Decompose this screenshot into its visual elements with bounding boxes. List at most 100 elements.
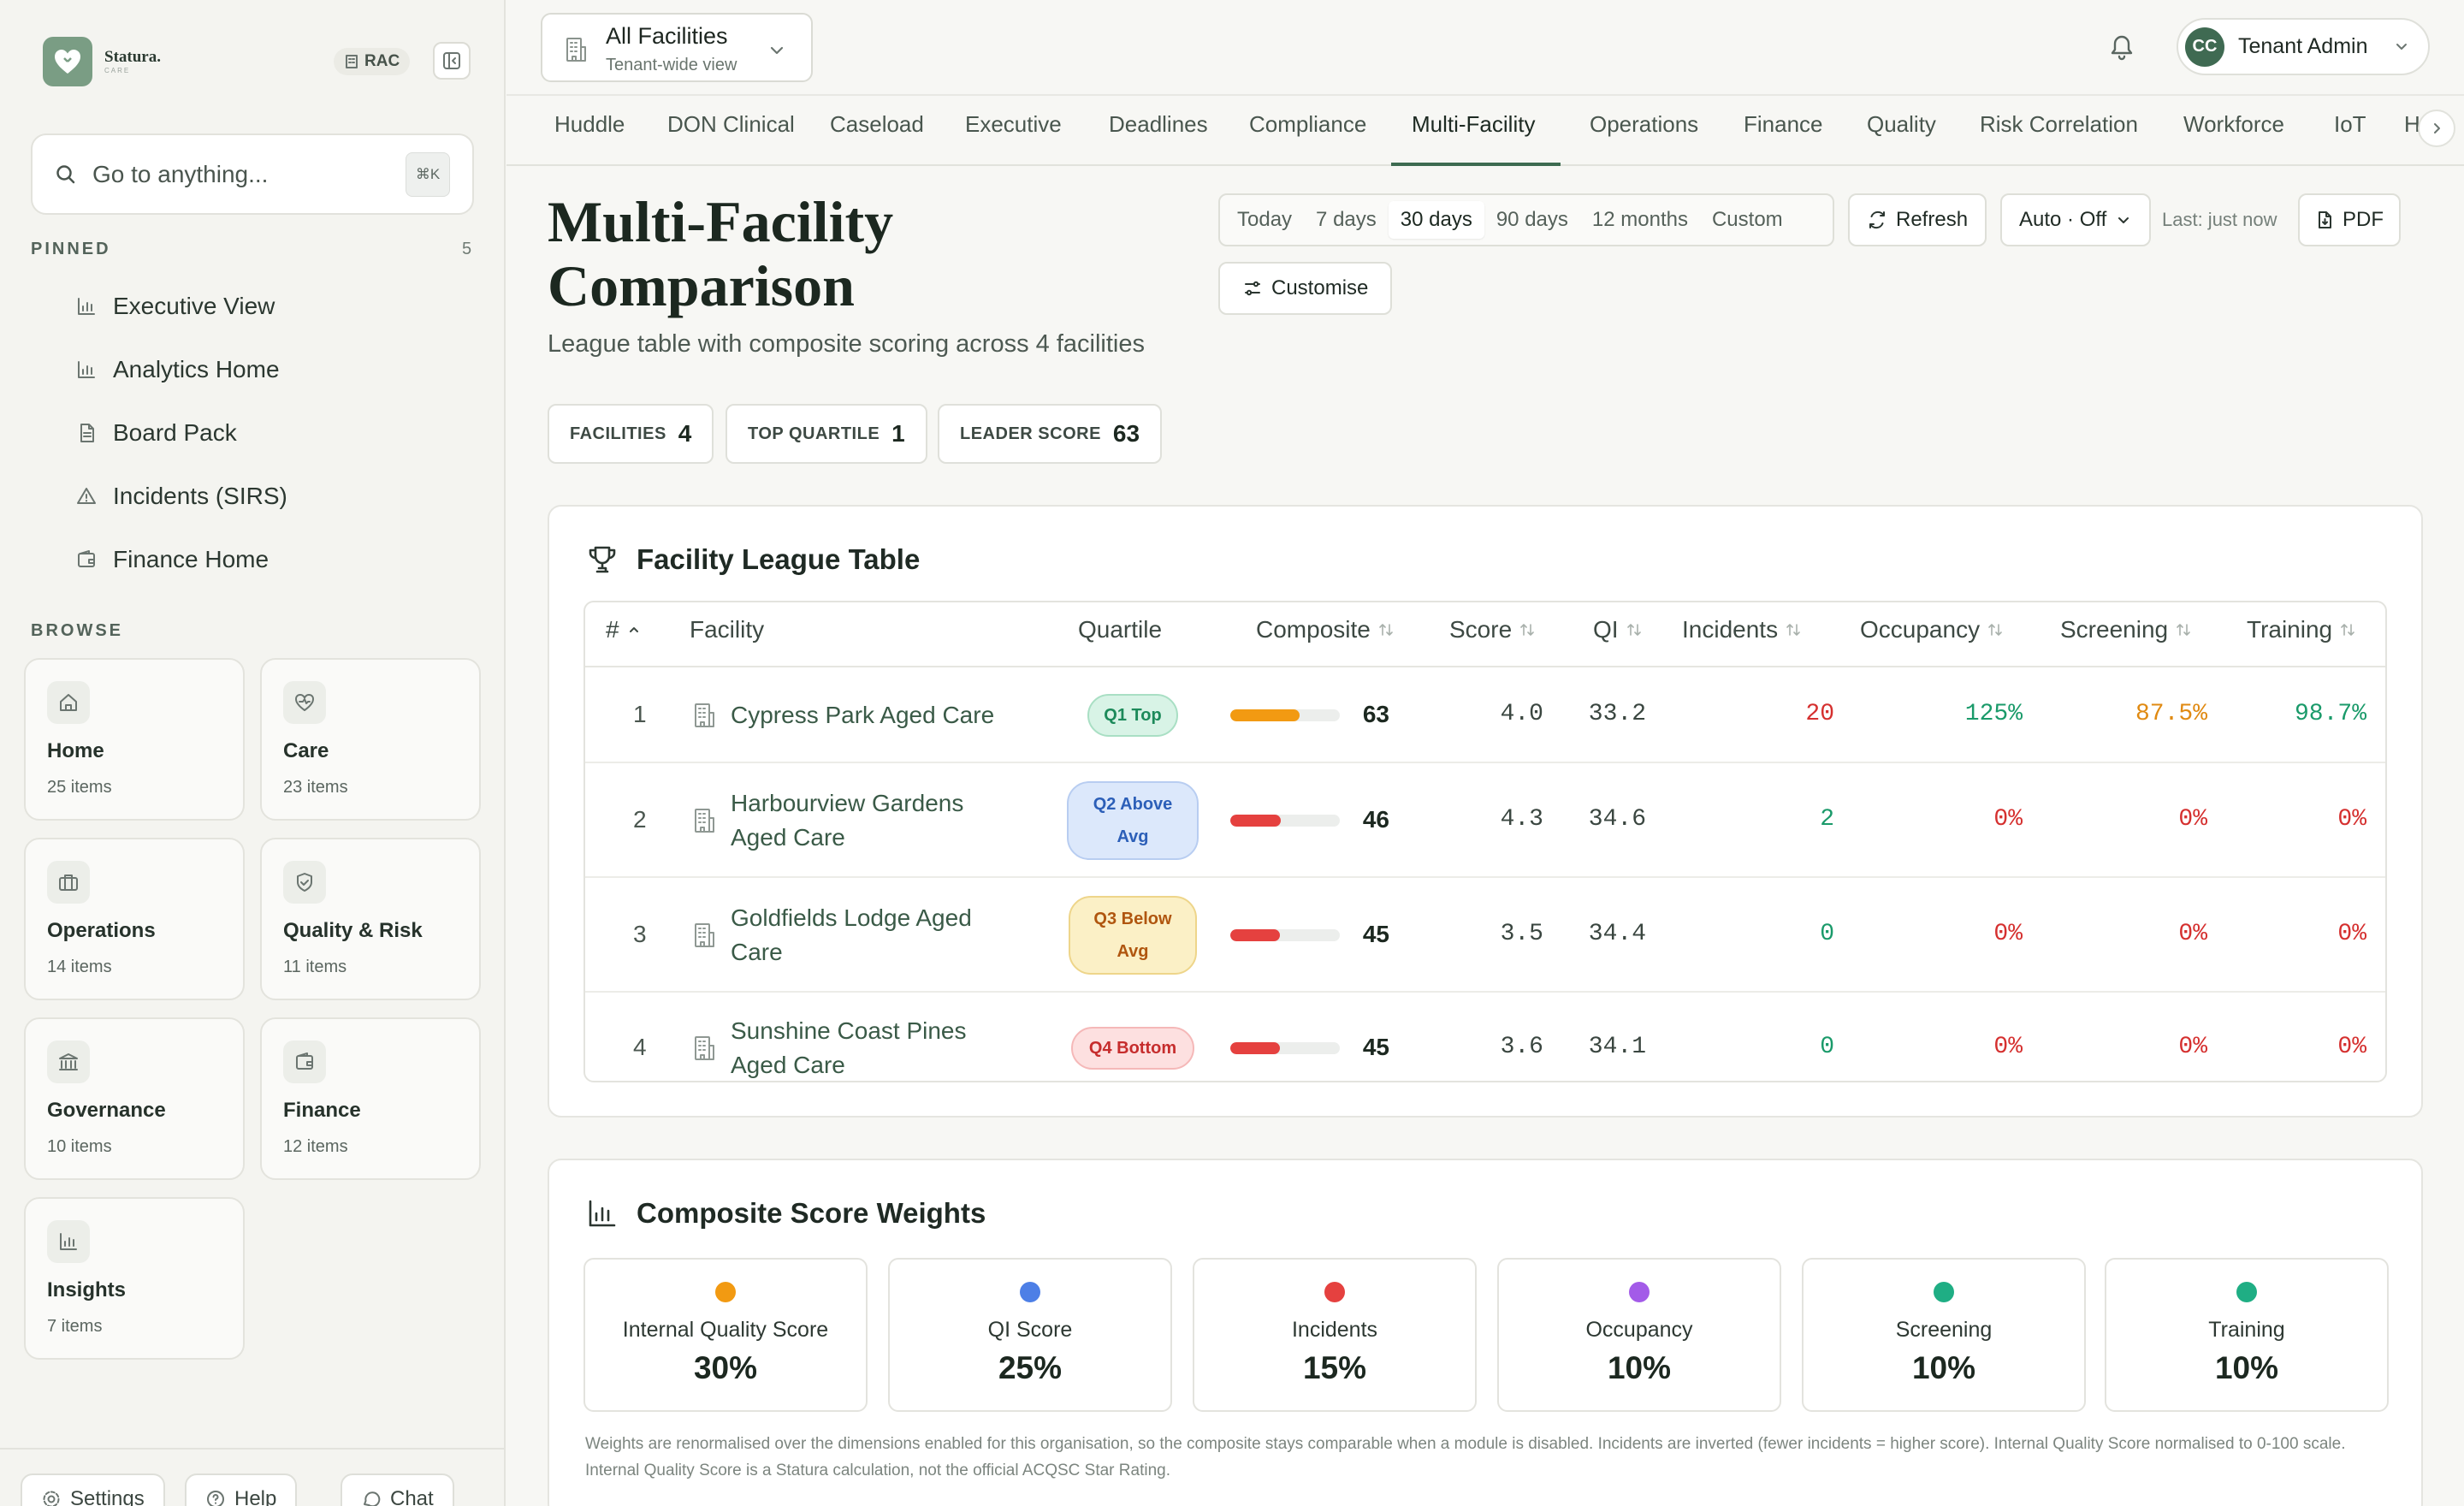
table-row[interactable]: 1 Cypress Park Aged Care Q1 Top 63 4.0 3… (585, 667, 2385, 763)
tab-deadlines[interactable]: Deadlines (1109, 111, 1208, 137)
row-facility-name[interactable]: Harbourview Gardens Aged Care (731, 790, 964, 851)
browse-tile-home[interactable]: Home 25 items (24, 658, 245, 821)
table-row[interactable]: 2 Harbourview Gardens Aged Care Q2 Above… (585, 763, 2385, 878)
tab-compliance[interactable]: Compliance (1249, 111, 1367, 137)
row-score: 3.6 (1500, 1034, 1543, 1060)
search-input[interactable]: Go to anything... ⌘K (31, 133, 474, 215)
tile-title: Insights (47, 1278, 127, 1301)
browse-tile-quality-risk[interactable]: Quality & Risk 11 items (260, 838, 481, 1000)
tab-quality[interactable]: Quality (1867, 111, 1936, 137)
tab-operations[interactable]: Operations (1590, 111, 1699, 137)
browse-tile-insights[interactable]: Insights 7 items (24, 1197, 245, 1360)
col-training[interactable]: Training (2247, 616, 2356, 643)
tab-iot[interactable]: IoT (2334, 111, 2366, 137)
stat-leader-score: LEADER SCORE 63 (938, 404, 1163, 464)
trophy-icon (589, 546, 616, 573)
pinned-item-executive-view[interactable]: Executive View (75, 289, 275, 323)
customise-button[interactable]: Customise (1218, 262, 1393, 315)
table-row[interactable]: 4 Sunshine Coast Pines Aged Care Q4 Bott… (585, 993, 2385, 1081)
tile-icon-wrap (47, 681, 90, 724)
tab-finance[interactable]: Finance (1744, 111, 1823, 137)
warning-icon (77, 488, 96, 504)
tile-count: 10 items (47, 1137, 112, 1156)
tab-caseload[interactable]: Caseload (830, 111, 924, 137)
range-today[interactable]: Today (1237, 208, 1293, 231)
range-7-days[interactable]: 7 days (1316, 208, 1377, 231)
pinned-item-label: Incidents (SIRS) (113, 483, 287, 509)
settings-button[interactable]: Settings (21, 1473, 165, 1506)
home-icon (60, 694, 77, 711)
col-screening[interactable]: Screening (2060, 616, 2192, 643)
weight-color-dot (1324, 1282, 1345, 1302)
tile-icon-wrap (283, 861, 326, 904)
row-facility-name[interactable]: Cypress Park Aged Care (731, 702, 995, 728)
avatar: CC (2185, 27, 2224, 67)
row-facility-name[interactable]: Sunshine Coast Pines Aged Care (731, 1017, 967, 1078)
help-button[interactable]: Help (185, 1473, 298, 1506)
pinned-item-board-pack[interactable]: Board Pack (75, 416, 237, 450)
browse-label: BROWSE (31, 621, 123, 640)
auto-refresh-dropdown[interactable]: Auto · Off (2000, 193, 2152, 246)
heart-pulse-icon (295, 694, 314, 711)
row-screening: 87.5% (2135, 701, 2207, 727)
main-content: All Facilities Tenant-wide view CC Tenan… (506, 0, 2464, 1506)
chat-label: Chat (390, 1487, 434, 1506)
row-incidents: 0 (1820, 921, 1834, 947)
range-custom[interactable]: Custom (1711, 208, 1783, 231)
col-qi[interactable]: QI (1593, 616, 1643, 643)
pinned-item-incidents[interactable]: Incidents (SIRS) (75, 479, 287, 513)
notifications-button[interactable] (2103, 27, 2141, 65)
browse-tile-operations[interactable]: Operations 14 items (24, 838, 245, 1000)
tab-executive[interactable]: Executive (965, 111, 1062, 137)
collapse-sidebar-button[interactable] (433, 42, 471, 80)
tab-overflow[interactable]: H (2404, 111, 2420, 137)
browse-tile-care[interactable]: Care 23 items (260, 658, 481, 821)
browse-tile-governance[interactable]: Governance 10 items (24, 1017, 245, 1180)
facility-selector[interactable]: All Facilities Tenant-wide view (541, 13, 813, 82)
tab-workforce[interactable]: Workforce (2183, 111, 2284, 137)
table-row[interactable]: 3 Goldfields Lodge Aged Care Q3 Below Av… (585, 878, 2385, 993)
refresh-button[interactable]: Refresh (1848, 193, 1987, 246)
tab-risk-correlation[interactable]: Risk Correlation (1980, 111, 2138, 137)
pinned-label: PINNED (31, 240, 111, 258)
pinned-item-finance-home[interactable]: Finance Home (75, 543, 269, 577)
tile-count: 14 items (47, 958, 112, 976)
settings-label: Settings (70, 1487, 145, 1506)
weight-color-dot (2236, 1282, 2257, 1302)
tab-multi-facility[interactable]: Multi-Facility (1412, 111, 1536, 137)
tabs-scroll-right-button[interactable] (2418, 110, 2455, 147)
weight-color-dot (1934, 1282, 1954, 1302)
weight-value: 10% (1911, 1350, 1976, 1385)
stat-facilities: FACILITIES 4 (548, 404, 714, 464)
col-incidents-label: Incidents (1682, 616, 1779, 643)
sort-icon (1988, 624, 2002, 636)
composite-bar-fill (1230, 1042, 1280, 1054)
row-screening: 0% (2178, 806, 2207, 833)
tile-icon-wrap (283, 681, 326, 724)
row-facility-name[interactable]: Goldfields Lodge Aged Care (731, 904, 972, 965)
pinned-item-analytics-home[interactable]: Analytics Home (75, 353, 280, 387)
col-qi-label: QI (1593, 616, 1619, 643)
col-rank[interactable]: # (606, 616, 642, 643)
col-incidents[interactable]: Incidents (1682, 616, 1802, 643)
tile-count: 23 items (283, 778, 348, 797)
tab-don-clinical[interactable]: DON Clinical (667, 111, 795, 137)
col-score[interactable]: Score (1449, 616, 1536, 643)
browse-tile-finance[interactable]: Finance 12 items (260, 1017, 481, 1180)
weight-value: 30% (693, 1350, 758, 1385)
col-quartile-label: Quartile (1078, 616, 1163, 643)
range-12-months[interactable]: 12 months (1591, 208, 1688, 231)
col-composite[interactable]: Composite (1256, 616, 1395, 643)
user-menu[interactable]: CC Tenant Admin (2177, 18, 2430, 75)
col-screening-label: Screening (2060, 616, 2169, 643)
tile-icon-wrap (47, 1041, 90, 1083)
help-circle-icon (207, 1491, 224, 1506)
brand[interactable]: Statura. CARE (43, 37, 161, 86)
org-badge[interactable]: RAC (334, 48, 411, 75)
chat-button[interactable]: Chat (341, 1473, 454, 1506)
tab-huddle[interactable]: Huddle (554, 111, 625, 137)
range-90-days[interactable]: 90 days (1496, 208, 1568, 231)
col-occupancy[interactable]: Occupancy (1860, 616, 2004, 643)
range-30-days[interactable]: 30 days (1388, 201, 1484, 239)
pdf-button[interactable]: PDF (2298, 193, 2401, 246)
